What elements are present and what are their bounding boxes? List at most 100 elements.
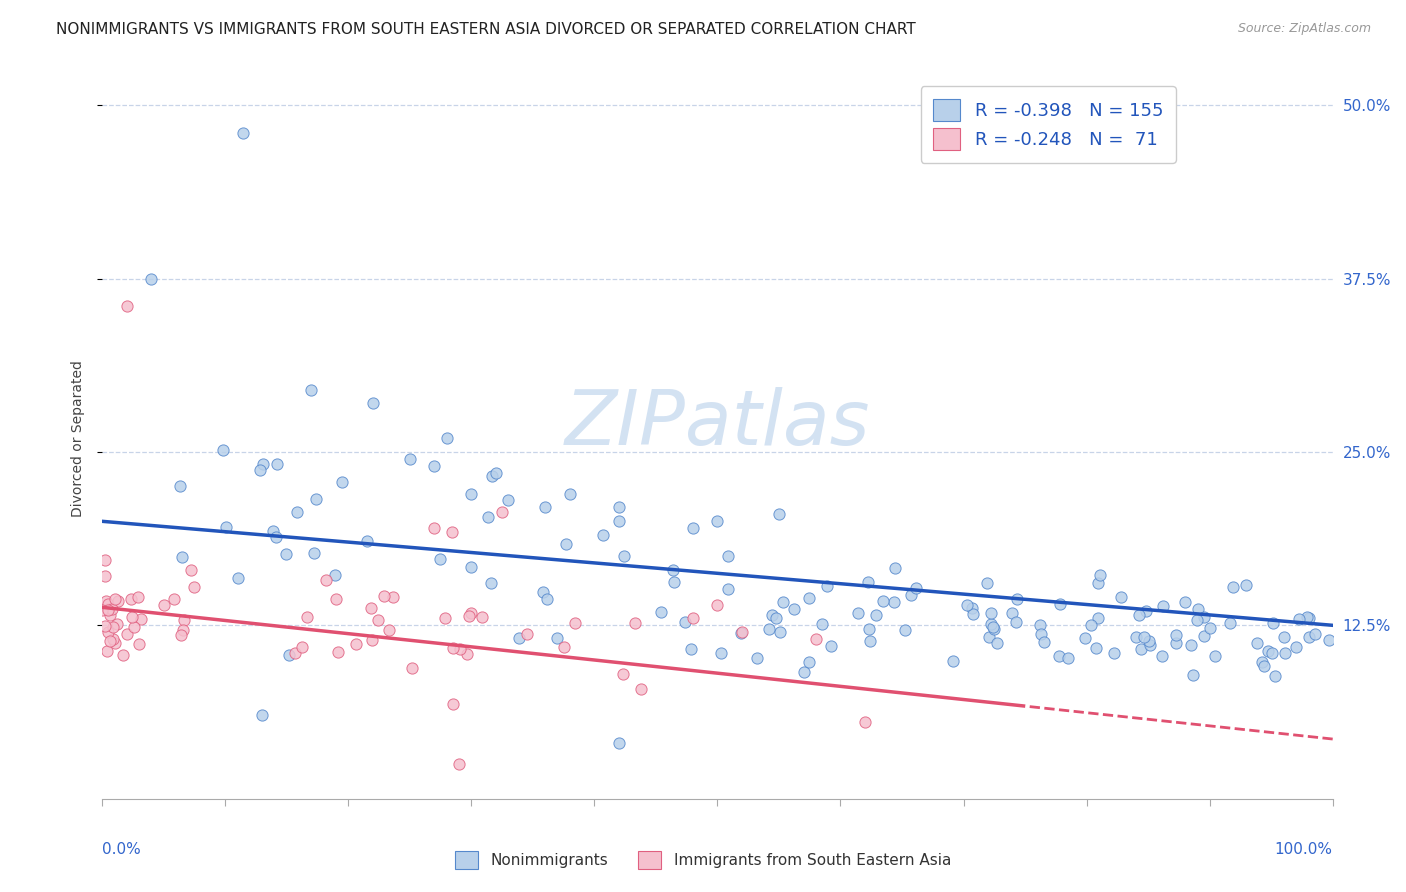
Point xyxy=(471,610,494,624)
Point xyxy=(262,524,284,539)
Point xyxy=(100,633,122,648)
Point xyxy=(846,606,869,620)
Point xyxy=(346,637,368,651)
Point xyxy=(804,632,827,647)
Point xyxy=(661,563,683,577)
Point xyxy=(496,493,519,508)
Point xyxy=(679,642,702,657)
Point xyxy=(717,549,740,564)
Point xyxy=(730,626,752,640)
Point xyxy=(731,625,754,640)
Point xyxy=(1128,607,1150,622)
Point xyxy=(1185,614,1208,628)
Point xyxy=(170,549,193,564)
Point xyxy=(172,623,194,637)
Point xyxy=(1139,638,1161,652)
Point xyxy=(1298,631,1320,645)
Point xyxy=(900,589,922,603)
Text: 0.0%: 0.0% xyxy=(101,842,141,857)
Point xyxy=(1087,611,1109,625)
Text: Source: ZipAtlas.com: Source: ZipAtlas.com xyxy=(1237,22,1371,36)
Point xyxy=(650,605,672,619)
Point xyxy=(250,708,273,723)
Point xyxy=(211,443,233,458)
Point xyxy=(1298,611,1320,625)
Point xyxy=(772,595,794,609)
Point xyxy=(820,639,842,653)
Point xyxy=(662,575,685,590)
Point xyxy=(613,549,636,563)
Point xyxy=(1317,632,1340,647)
Point xyxy=(853,715,876,730)
Point xyxy=(456,647,478,661)
Point xyxy=(942,654,965,668)
Point xyxy=(284,646,307,660)
Point xyxy=(401,661,423,675)
Point xyxy=(97,602,120,616)
Point xyxy=(1152,599,1174,614)
Point xyxy=(592,528,614,542)
Point xyxy=(361,396,384,410)
Point xyxy=(761,607,783,622)
Point xyxy=(441,698,464,712)
Point xyxy=(859,634,882,648)
Point xyxy=(356,533,378,548)
Point xyxy=(1133,630,1156,644)
Point xyxy=(423,458,446,473)
Point xyxy=(228,571,250,585)
Point xyxy=(546,631,568,645)
Point xyxy=(360,632,382,647)
Point xyxy=(330,475,353,490)
Point xyxy=(103,591,125,606)
Point xyxy=(97,597,120,611)
Point xyxy=(1181,667,1204,681)
Point xyxy=(1057,650,1080,665)
Point xyxy=(449,642,471,657)
Point xyxy=(91,602,114,616)
Point xyxy=(215,520,238,534)
Point xyxy=(558,486,581,500)
Point xyxy=(607,500,630,515)
Point xyxy=(121,610,143,624)
Point xyxy=(1194,609,1216,624)
Point xyxy=(360,600,382,615)
Point xyxy=(440,524,463,539)
Point xyxy=(382,590,405,604)
Point xyxy=(479,576,502,591)
Point xyxy=(162,592,184,607)
Point xyxy=(115,627,138,641)
Point xyxy=(485,466,508,480)
Point xyxy=(94,569,117,583)
Point xyxy=(799,655,821,669)
Text: 100.0%: 100.0% xyxy=(1275,842,1333,857)
Point xyxy=(276,547,298,561)
Point xyxy=(315,574,337,588)
Point xyxy=(97,625,120,640)
Point xyxy=(508,632,530,646)
Point xyxy=(553,640,575,654)
Point xyxy=(291,640,314,654)
Point xyxy=(1111,590,1133,604)
Point xyxy=(531,585,554,599)
Point xyxy=(115,299,138,313)
Point xyxy=(441,640,464,655)
Point xyxy=(1288,612,1310,626)
Point xyxy=(266,457,288,471)
Point xyxy=(1246,635,1268,649)
Point xyxy=(624,616,647,631)
Point xyxy=(94,553,117,567)
Point xyxy=(107,594,129,608)
Point xyxy=(1234,578,1257,592)
Point xyxy=(810,616,832,631)
Point xyxy=(1001,607,1024,621)
Point xyxy=(97,603,120,617)
Point xyxy=(797,591,820,605)
Point xyxy=(264,531,287,545)
Point xyxy=(607,514,630,528)
Point xyxy=(111,648,134,662)
Point xyxy=(1074,631,1097,645)
Point xyxy=(128,637,150,651)
Point xyxy=(1080,618,1102,632)
Point xyxy=(1222,580,1244,594)
Point xyxy=(249,463,271,477)
